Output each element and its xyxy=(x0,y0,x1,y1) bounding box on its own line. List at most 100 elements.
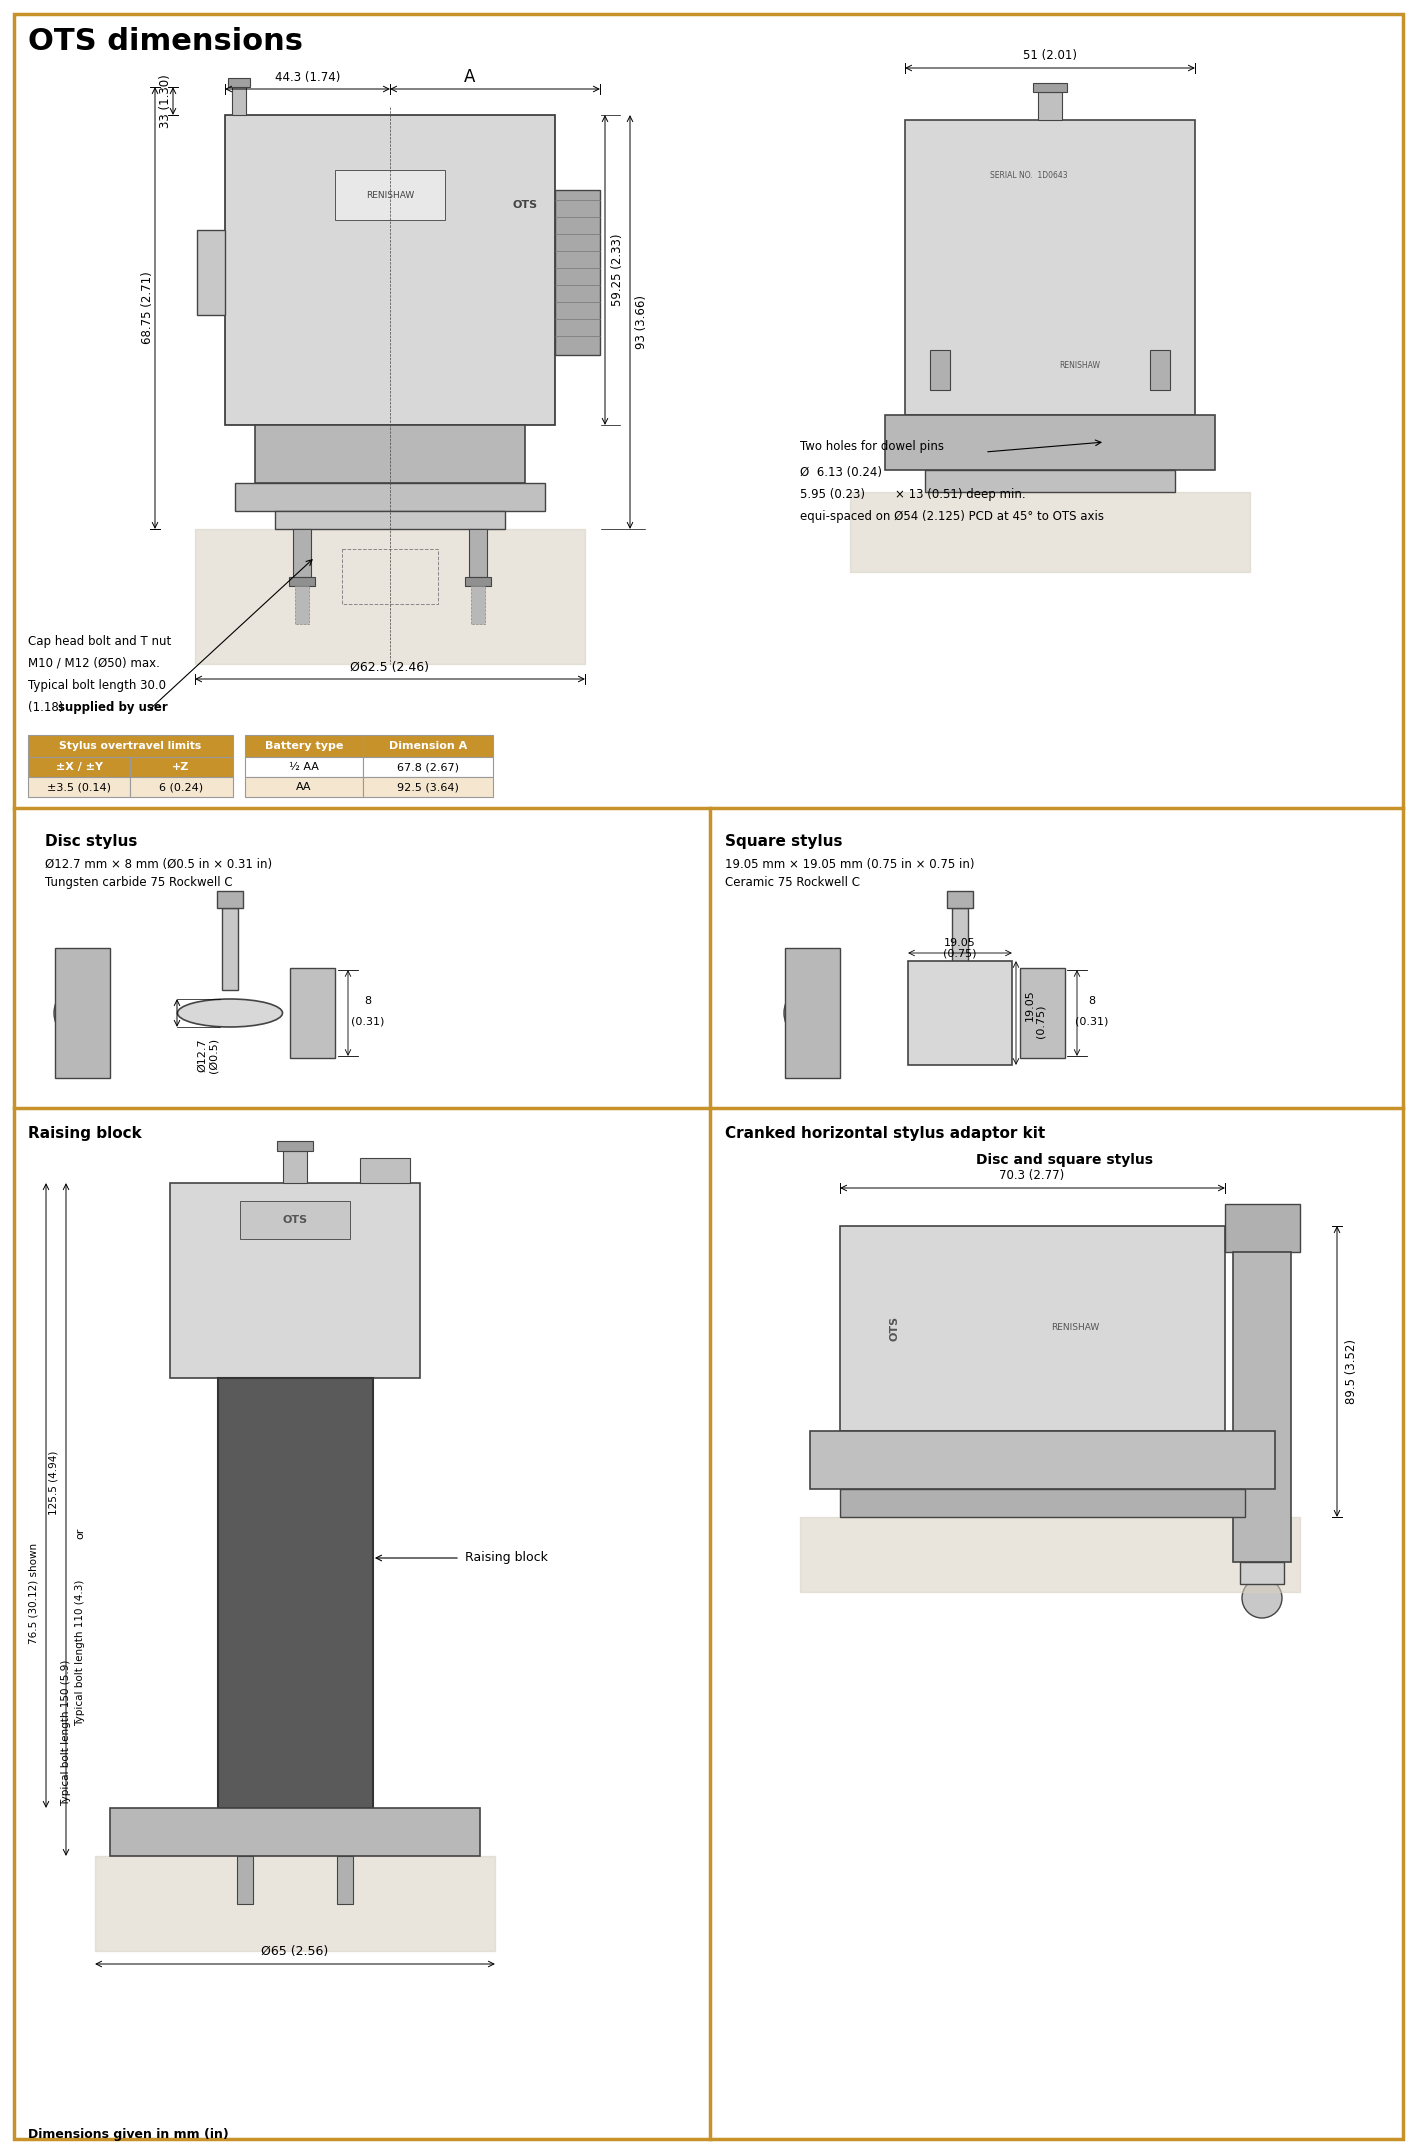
Bar xyxy=(28,758,130,777)
Bar xyxy=(295,586,309,624)
Text: Dimension A: Dimension A xyxy=(388,741,468,751)
Text: 8: 8 xyxy=(364,997,371,1005)
Bar xyxy=(811,1432,1275,1490)
Text: 19.05 mm × 19.05 mm (0.75 in × 0.75 in): 19.05 mm × 19.05 mm (0.75 in × 0.75 in) xyxy=(726,859,975,872)
Text: 125.5 (4.94): 125.5 (4.94) xyxy=(50,1451,60,1516)
Bar xyxy=(363,758,493,777)
Bar xyxy=(930,351,949,390)
Text: Typical bolt length 150 (5.9): Typical bolt length 150 (5.9) xyxy=(61,1660,71,1806)
Text: 5.95 (0.23): 5.95 (0.23) xyxy=(801,489,864,502)
Text: RENISHAW: RENISHAW xyxy=(1060,360,1101,370)
Bar xyxy=(1039,93,1061,121)
Bar xyxy=(293,530,310,577)
Bar xyxy=(555,189,599,355)
Bar xyxy=(245,734,363,758)
Text: Tungsten carbide 75 Rockwell C: Tungsten carbide 75 Rockwell C xyxy=(45,876,232,889)
Bar xyxy=(363,777,493,797)
Text: Typical bolt length 30.0: Typical bolt length 30.0 xyxy=(28,678,166,691)
Bar xyxy=(283,1152,307,1182)
Text: 19.05: 19.05 xyxy=(944,939,976,947)
Text: Raising block: Raising block xyxy=(465,1552,548,1565)
Bar xyxy=(255,424,526,482)
Text: 76.5 (30.12) shown: 76.5 (30.12) shown xyxy=(28,1542,40,1643)
Bar xyxy=(360,1158,410,1182)
Text: supplied by user: supplied by user xyxy=(58,702,167,715)
Bar xyxy=(947,891,973,909)
Bar xyxy=(289,577,315,586)
Bar xyxy=(469,530,487,577)
Bar xyxy=(908,960,1012,1066)
Text: or: or xyxy=(75,1526,85,1539)
Text: OTS: OTS xyxy=(282,1214,307,1225)
Text: 8: 8 xyxy=(1088,997,1095,1005)
Circle shape xyxy=(937,1270,1053,1387)
Text: ½ AA: ½ AA xyxy=(289,762,319,773)
Text: 92.5 (3.64): 92.5 (3.64) xyxy=(397,782,459,792)
Bar xyxy=(334,170,445,220)
Circle shape xyxy=(1000,217,1100,319)
Bar xyxy=(465,577,492,586)
Text: Disc stylus: Disc stylus xyxy=(45,833,137,848)
Text: 44.3 (1.74): 44.3 (1.74) xyxy=(275,71,340,84)
Circle shape xyxy=(1032,250,1068,286)
Bar xyxy=(840,1225,1226,1432)
Text: (1.18): (1.18) xyxy=(28,702,67,715)
Text: equi-spaced on Ø54 (2.125) PCD at 45° to OTS axis: equi-spaced on Ø54 (2.125) PCD at 45° to… xyxy=(801,510,1104,523)
Text: OTS: OTS xyxy=(513,200,537,211)
Circle shape xyxy=(985,431,1007,452)
Text: ±3.5 (0.14): ±3.5 (0.14) xyxy=(47,782,111,792)
Text: 6 (0.24): 6 (0.24) xyxy=(159,782,203,792)
Text: 93 (3.66): 93 (3.66) xyxy=(635,295,649,349)
Text: 67.8 (2.67): 67.8 (2.67) xyxy=(397,762,459,773)
Text: RENISHAW: RENISHAW xyxy=(366,189,414,200)
Text: OTS dimensions: OTS dimensions xyxy=(28,28,303,56)
Bar xyxy=(28,777,130,797)
Text: 89.5 (3.52): 89.5 (3.52) xyxy=(1345,1339,1357,1404)
Ellipse shape xyxy=(177,999,282,1027)
Circle shape xyxy=(784,986,840,1042)
Text: (0.31): (0.31) xyxy=(1076,1016,1108,1027)
Bar xyxy=(1240,1561,1284,1585)
Bar xyxy=(276,1141,313,1152)
Text: Typical bolt length 110 (4.3): Typical bolt length 110 (4.3) xyxy=(75,1580,85,1727)
Text: M10 / M12 (Ø50) max.: M10 / M12 (Ø50) max. xyxy=(28,657,160,670)
Bar xyxy=(470,586,485,624)
Circle shape xyxy=(965,183,1135,353)
Text: Raising block: Raising block xyxy=(28,1126,142,1141)
Bar xyxy=(228,78,249,86)
Text: SERIAL NO.  1D0643: SERIAL NO. 1D0643 xyxy=(990,170,1067,179)
Bar xyxy=(275,510,504,530)
Bar xyxy=(170,1182,419,1378)
Bar xyxy=(222,909,238,990)
Bar xyxy=(130,758,232,777)
Bar xyxy=(1233,1253,1291,1561)
Bar xyxy=(225,114,555,424)
Bar xyxy=(840,1490,1246,1518)
Text: ±X / ±Y: ±X / ±Y xyxy=(55,762,102,773)
Text: Ø62.5 (2.46): Ø62.5 (2.46) xyxy=(350,661,429,674)
Text: 51 (2.01): 51 (2.01) xyxy=(1023,50,1077,62)
Bar xyxy=(337,1856,353,1903)
Text: Ø12.7
(Ø0.5): Ø12.7 (Ø0.5) xyxy=(197,1038,218,1072)
Bar xyxy=(28,734,232,758)
Bar xyxy=(130,777,232,797)
Bar xyxy=(886,416,1214,469)
Text: 68.75 (2.71): 68.75 (2.71) xyxy=(140,271,153,344)
Circle shape xyxy=(54,986,111,1042)
Bar xyxy=(245,758,363,777)
Text: A: A xyxy=(465,69,476,86)
Bar xyxy=(1151,351,1170,390)
Bar xyxy=(245,777,363,797)
Text: Battery type: Battery type xyxy=(265,741,343,751)
Bar xyxy=(1020,969,1066,1057)
Text: Dimensions given in mm (in): Dimensions given in mm (in) xyxy=(28,2127,228,2140)
Text: (0.75): (0.75) xyxy=(1034,1003,1044,1038)
Circle shape xyxy=(340,230,441,329)
Circle shape xyxy=(366,254,415,306)
Bar xyxy=(235,482,546,510)
Text: OTS: OTS xyxy=(890,1315,900,1341)
Text: Ø65 (2.56): Ø65 (2.56) xyxy=(261,1946,329,1959)
Bar xyxy=(197,230,225,314)
Text: Disc and square stylus: Disc and square stylus xyxy=(975,1154,1152,1167)
Bar xyxy=(232,86,247,114)
